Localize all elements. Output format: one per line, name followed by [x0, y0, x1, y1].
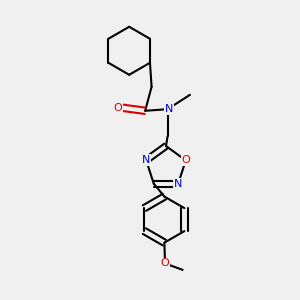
Text: O: O — [161, 259, 170, 269]
Text: O: O — [114, 103, 122, 112]
Text: O: O — [182, 155, 190, 165]
Text: N: N — [174, 178, 182, 189]
Text: N: N — [142, 155, 150, 165]
Text: N: N — [165, 104, 173, 114]
